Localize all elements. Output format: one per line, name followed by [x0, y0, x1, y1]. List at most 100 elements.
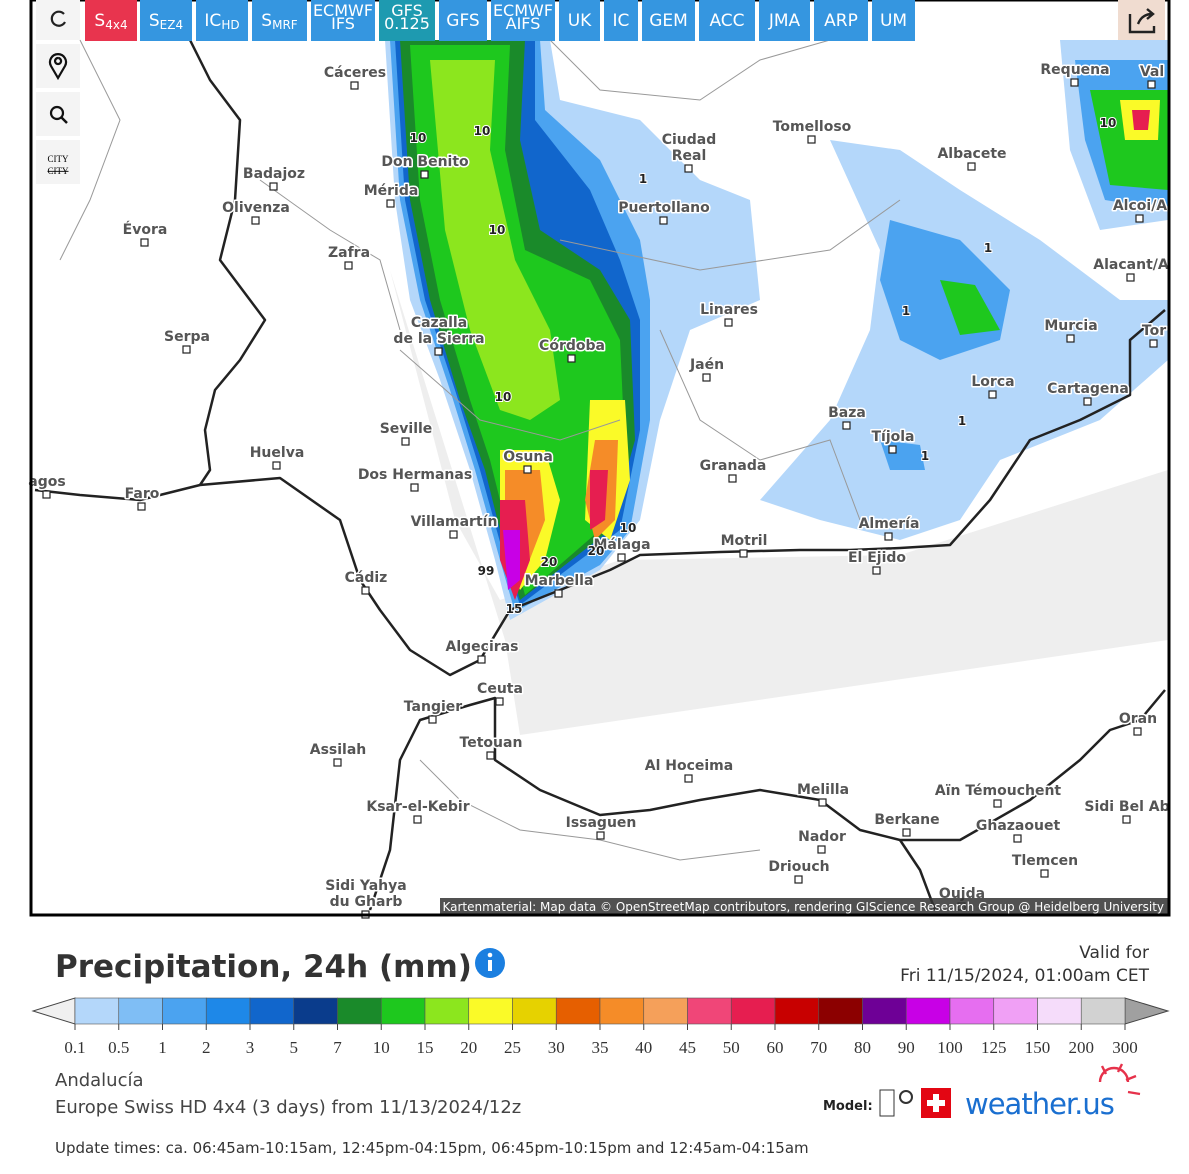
- city-label: Dos Hermanas: [358, 467, 472, 483]
- model-button[interactable]: [439, 0, 487, 41]
- attribution-bg: [440, 898, 1168, 915]
- model-button-sub: 4x4: [105, 18, 127, 32]
- model-button-label: UM: [880, 11, 907, 31]
- legend-swatch: [1080, 997, 1126, 1025]
- city-label: Driouch: [768, 859, 829, 875]
- city-label: Tangier: [404, 699, 462, 715]
- model-button-label: ECMWF: [493, 1, 553, 20]
- legend-tick-label: 90: [898, 1038, 915, 1057]
- model-button[interactable]: [642, 0, 695, 41]
- legend-swatch: [862, 997, 907, 1025]
- city-label: Baza: [828, 405, 866, 421]
- contour-label: 10: [620, 521, 637, 535]
- legend-tick-label: 7: [333, 1038, 342, 1057]
- city-marker: [182, 345, 191, 354]
- model-button[interactable]: [491, 0, 555, 41]
- city-toggle[interactable]: [36, 140, 80, 184]
- city-marker: [554, 589, 563, 598]
- legend-swatch: [380, 997, 426, 1025]
- legend-low: [31, 997, 76, 1025]
- city-marker: [1122, 815, 1131, 824]
- model-button[interactable]: [379, 0, 435, 41]
- brand[interactable]: weather.us: [965, 1087, 1115, 1121]
- city-label: de la Sierra: [393, 331, 484, 347]
- model-button[interactable]: [699, 0, 755, 41]
- model-button[interactable]: [252, 0, 307, 41]
- contour-label: 20: [541, 555, 558, 569]
- legend-tick-label: 200: [1069, 1038, 1095, 1057]
- model-button-main: GEM: [649, 11, 688, 31]
- city-marker: [1083, 397, 1092, 406]
- legend-swatch: [687, 997, 732, 1025]
- legend-tick-label: 25: [504, 1038, 521, 1057]
- legend-swatch: [1037, 997, 1082, 1025]
- update-times: Update times: ca. 06:45am-10:15am, 12:45…: [55, 1139, 809, 1157]
- contour-label: 1: [984, 241, 992, 255]
- city-label: Ghazaouet: [976, 818, 1061, 834]
- city-label: Tomelloso: [773, 119, 852, 135]
- model-button-label: S4x4: [94, 11, 127, 32]
- city-marker: [993, 799, 1002, 808]
- city-marker: [1066, 334, 1075, 343]
- location-button[interactable]: [36, 44, 80, 88]
- city-marker: [659, 216, 668, 225]
- contour-label: 10: [489, 223, 506, 237]
- city-label: Cádiz: [345, 570, 388, 586]
- model-button-main: IC: [204, 11, 221, 31]
- city-label: Motril: [721, 533, 768, 549]
- model-button[interactable]: [196, 0, 248, 41]
- model-button[interactable]: [604, 0, 638, 41]
- city-label: agos: [28, 474, 65, 490]
- city-label: Jaén: [689, 357, 724, 373]
- refresh-button[interactable]: [36, 0, 80, 40]
- legend-high: [1124, 997, 1170, 1025]
- model-button[interactable]: [559, 0, 600, 41]
- city-label: Oran: [1119, 711, 1157, 727]
- model-button[interactable]: [759, 0, 810, 41]
- city-label: Ceuta: [477, 681, 523, 697]
- city-marker: [728, 474, 737, 483]
- legend-swatch: [205, 997, 251, 1025]
- city-label: Almería: [859, 516, 920, 532]
- city-label: Berkane: [874, 812, 939, 828]
- model-button[interactable]: [140, 0, 192, 41]
- contour-label: 1: [902, 304, 910, 318]
- city-label: Faro: [125, 486, 160, 502]
- city-marker: [428, 715, 437, 724]
- city-label: Marbella: [525, 573, 594, 589]
- city-marker: [902, 828, 911, 837]
- city-label: Tlemcen: [1012, 853, 1078, 869]
- legend-swatch: [643, 997, 688, 1025]
- model-button[interactable]: [311, 0, 375, 41]
- city-label: Algeciras: [446, 639, 519, 655]
- legend-swatch: [249, 997, 295, 1025]
- city-marker: [884, 532, 893, 541]
- city-marker: [477, 655, 486, 664]
- model-button[interactable]: [814, 0, 868, 41]
- city-label: Tíjola: [871, 429, 914, 445]
- city-marker: [486, 751, 495, 760]
- city-label: Tor: [1142, 323, 1166, 339]
- model-button[interactable]: [85, 0, 137, 41]
- model-button[interactable]: [872, 0, 915, 41]
- zoom-button[interactable]: [36, 92, 80, 136]
- model-button-label: UK: [568, 11, 592, 31]
- model-button-sub: EZ4: [160, 18, 183, 32]
- info-bar: [488, 960, 492, 971]
- legend-tick-label: 150: [1025, 1038, 1051, 1057]
- city-toggle-label: CITY: [48, 154, 69, 164]
- legend-tick-label: 300: [1112, 1038, 1138, 1057]
- city-marker: [684, 774, 693, 783]
- city-label: Évora: [123, 221, 168, 238]
- legend-panel: Precipitation, 24h (mm) Valid for Fri 11…: [31, 943, 1170, 1157]
- city-marker: [872, 566, 881, 575]
- legend-tick-label: 45: [679, 1038, 696, 1057]
- legend-swatch: [555, 997, 601, 1025]
- city-label: Osuna: [503, 449, 553, 465]
- domain-shade: [390, 270, 1168, 735]
- city-label: Melilla: [797, 782, 849, 798]
- city-marker: [386, 199, 395, 208]
- legend-tick-label: 0.5: [108, 1038, 129, 1057]
- legend-swatch: [162, 997, 207, 1025]
